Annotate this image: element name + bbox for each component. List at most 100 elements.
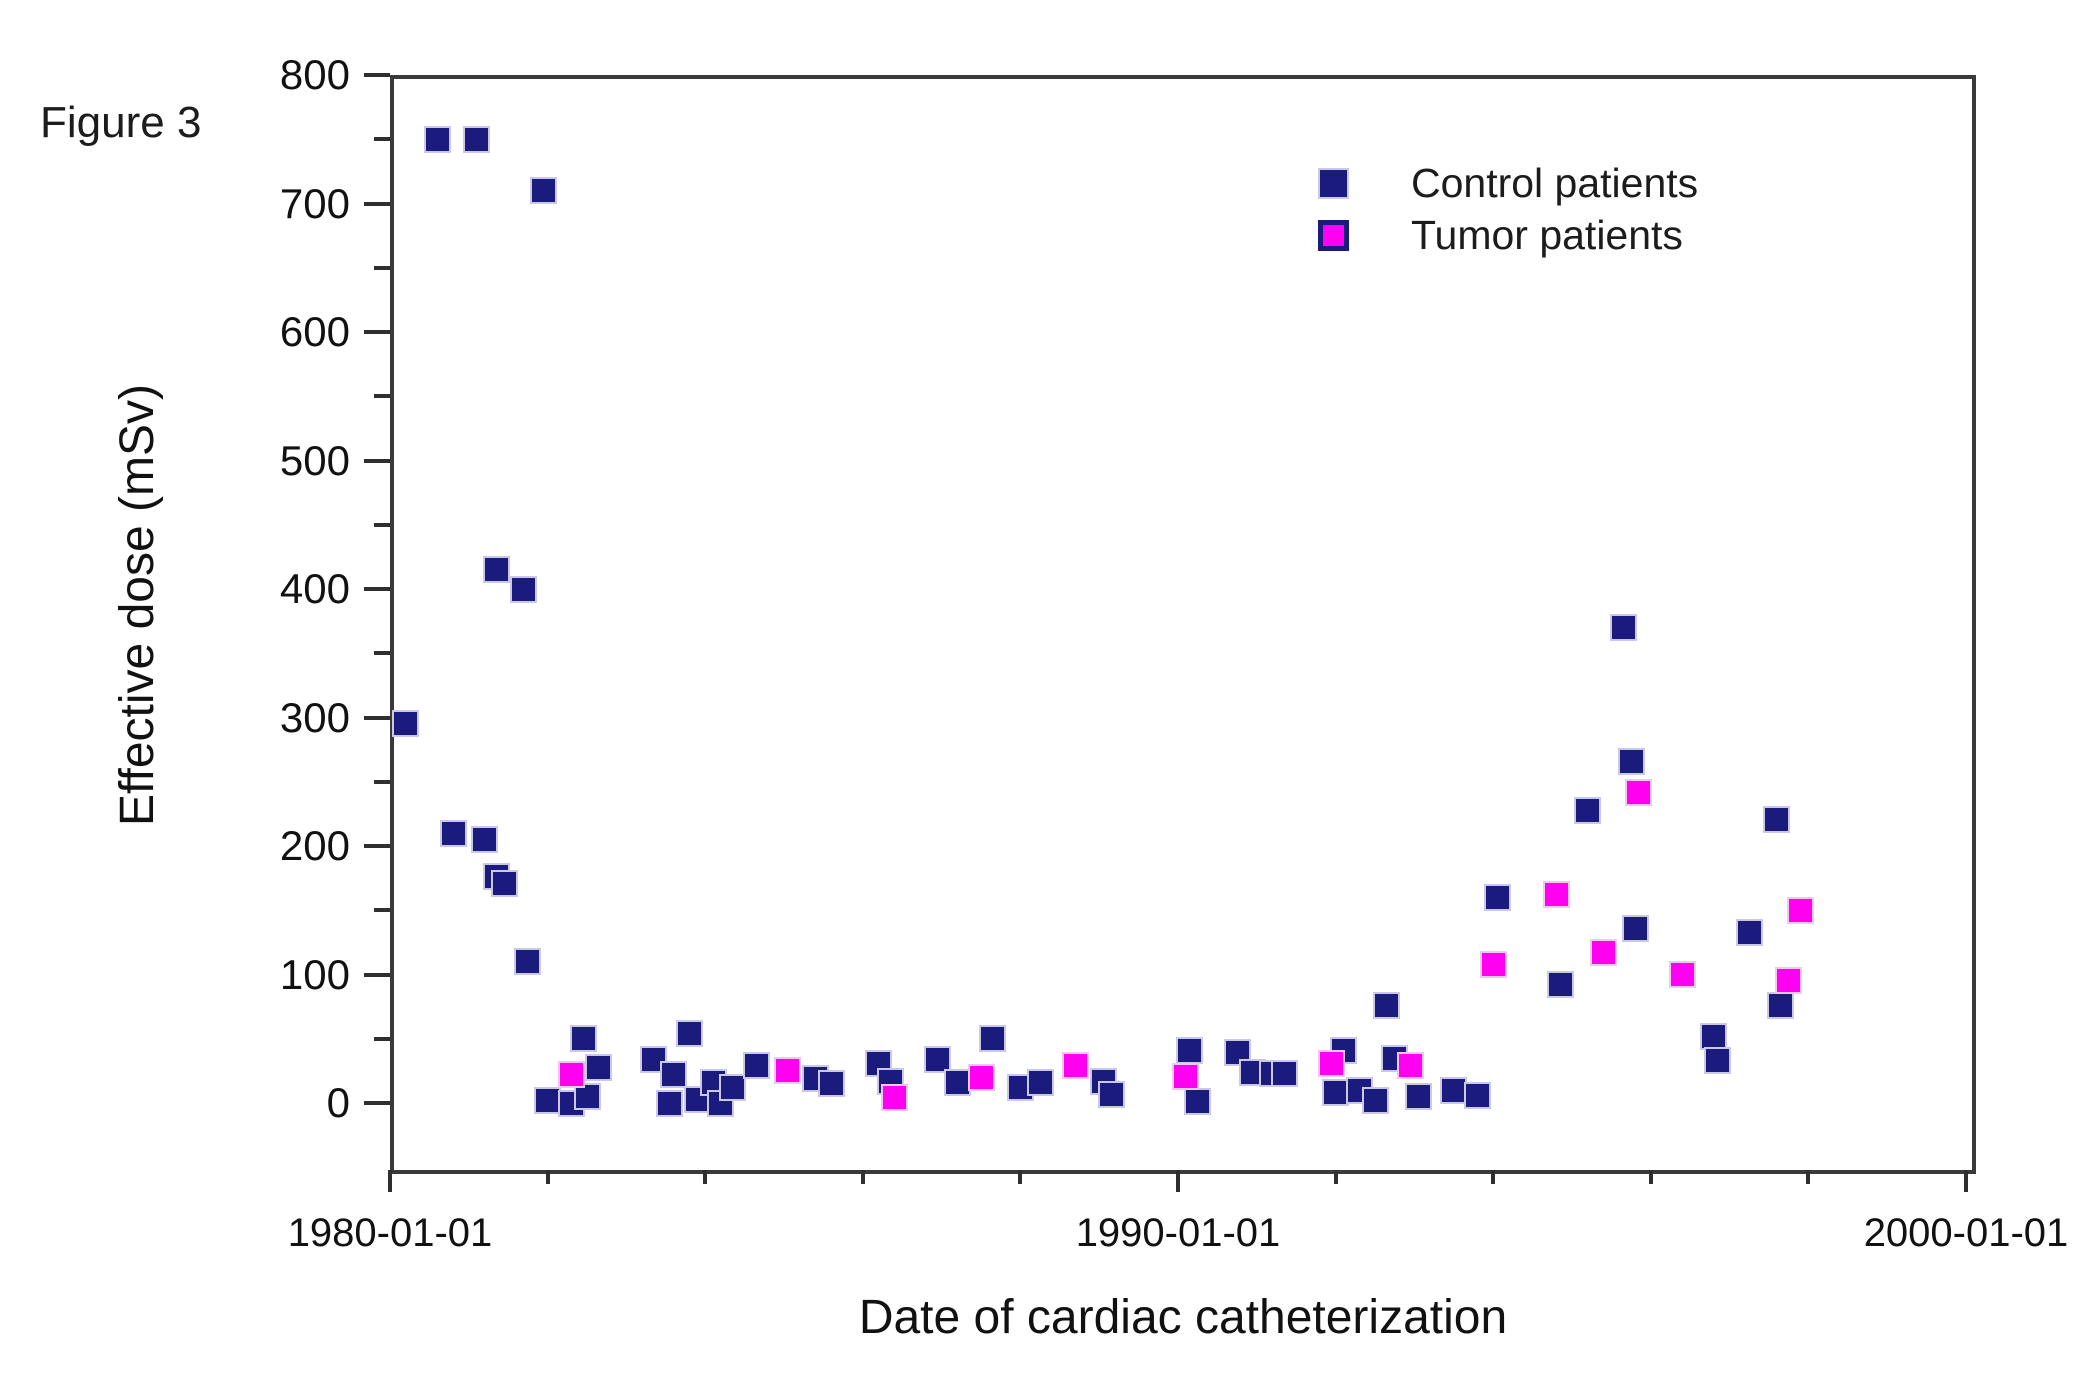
data-point-control: [979, 1025, 1007, 1053]
data-point-tumor: [1172, 1062, 1200, 1090]
legend-label-tumor: Tumor patients: [1411, 212, 1683, 258]
data-point-control: [817, 1070, 845, 1098]
x-minor-tick: [860, 1170, 865, 1184]
y-major-tick: [364, 715, 390, 720]
data-point-control: [1704, 1047, 1732, 1075]
legend-item-control: Control patients: [1318, 160, 1698, 207]
y-tick-label: 200: [279, 822, 350, 869]
x-major-tick: [1964, 1170, 1968, 1192]
y-minor-tick: [374, 908, 390, 913]
data-point-control: [1223, 1039, 1251, 1067]
y-tick-label: 300: [279, 693, 350, 741]
data-point-control: [1617, 747, 1645, 775]
data-point-tumor: [557, 1061, 585, 1089]
data-point-control: [1483, 883, 1511, 911]
data-point-control: [1609, 614, 1637, 642]
data-point-control: [1373, 991, 1401, 1019]
data-point-control: [423, 125, 451, 153]
data-point-control: [569, 1025, 597, 1053]
data-point-control: [1735, 918, 1763, 946]
data-point-control: [471, 826, 499, 854]
y-tick-label: 700: [279, 179, 350, 227]
data-point-control: [1361, 1086, 1389, 1114]
data-point-control: [742, 1052, 770, 1080]
plot-area-frame: [390, 75, 1976, 1174]
y-tick-label: 500: [279, 436, 350, 484]
data-point-control: [510, 575, 538, 603]
data-point-control: [1176, 1036, 1204, 1064]
data-point-tumor: [1775, 967, 1803, 995]
x-minor-tick: [1333, 1170, 1338, 1184]
y-tick-label: 100: [279, 950, 350, 998]
data-point-tumor: [1625, 778, 1653, 806]
control-series-marker-icon: [1318, 168, 1349, 199]
y-major-tick: [364, 587, 390, 591]
data-point-control: [1463, 1081, 1491, 1109]
y-major-tick: [364, 972, 390, 977]
x-major-tick: [1176, 1170, 1180, 1192]
figure-label: Figure 3: [40, 98, 202, 147]
y-major-tick: [364, 73, 390, 77]
data-point-tumor: [1668, 961, 1696, 988]
data-point-control: [1097, 1080, 1125, 1108]
y-major-tick: [364, 1101, 390, 1105]
data-point-tumor: [1542, 881, 1570, 909]
data-point-tumor: [1590, 939, 1618, 967]
data-point-control: [660, 1061, 688, 1089]
y-tick-label: 800: [279, 51, 350, 98]
y-tick-label: 600: [279, 308, 350, 355]
data-point-tumor: [1479, 950, 1507, 978]
y-minor-tick: [374, 522, 390, 527]
data-point-tumor: [774, 1057, 802, 1085]
data-point-tumor: [1396, 1052, 1424, 1080]
data-point-control: [1700, 1022, 1728, 1050]
x-axis-title: Date of cardiac catheterization: [858, 1291, 1508, 1344]
data-point-tumor: [967, 1063, 995, 1091]
data-point-control: [482, 556, 510, 584]
x-tick-label: 1980-01-01: [287, 1211, 493, 1255]
y-major-tick: [364, 201, 390, 206]
data-point-control: [463, 125, 491, 153]
y-minor-tick: [374, 779, 390, 784]
data-point-tumor: [1318, 1049, 1346, 1077]
data-point-control: [1184, 1088, 1212, 1116]
x-minor-tick: [1648, 1170, 1653, 1184]
y-major-tick: [364, 330, 390, 334]
data-point-control: [1763, 805, 1791, 833]
y-axis-title-text: Effective dose (mSv): [111, 384, 164, 826]
tumor-series-marker-icon: [1318, 220, 1349, 251]
x-minor-tick: [1018, 1170, 1023, 1184]
data-point-control: [514, 948, 542, 976]
x-minor-tick: [545, 1170, 550, 1184]
data-point-control: [1026, 1068, 1054, 1096]
data-point-control: [392, 710, 420, 738]
y-major-tick: [364, 844, 390, 848]
legend-item-tumor: Tumor patients: [1318, 212, 1683, 259]
data-point-control: [573, 1083, 601, 1111]
x-minor-tick: [1491, 1170, 1496, 1184]
x-minor-tick: [1806, 1170, 1811, 1184]
data-point-tumor: [1787, 896, 1815, 924]
data-point-control: [1404, 1083, 1432, 1111]
x-tick-label: 1990-01-01: [1075, 1211, 1281, 1255]
data-point-control: [585, 1053, 613, 1081]
data-point-tumor: [1062, 1052, 1090, 1080]
data-point-control: [924, 1045, 952, 1073]
y-minor-tick: [374, 265, 390, 270]
data-point-control: [1270, 1059, 1298, 1087]
y-tick-label: 400: [279, 565, 350, 612]
y-minor-tick: [374, 1036, 390, 1041]
y-major-tick: [364, 458, 390, 463]
x-major-tick: [388, 1170, 392, 1192]
data-point-control: [656, 1089, 684, 1117]
data-point-control: [439, 819, 467, 847]
data-point-control: [719, 1074, 747, 1102]
data-point-control: [1767, 991, 1795, 1019]
data-point-control: [675, 1020, 703, 1048]
data-point-control: [530, 177, 558, 205]
data-point-control: [490, 869, 518, 897]
x-tick-label: 2000-01-01: [1863, 1211, 2069, 1255]
y-minor-tick: [374, 394, 390, 399]
data-point-control: [1546, 971, 1574, 999]
